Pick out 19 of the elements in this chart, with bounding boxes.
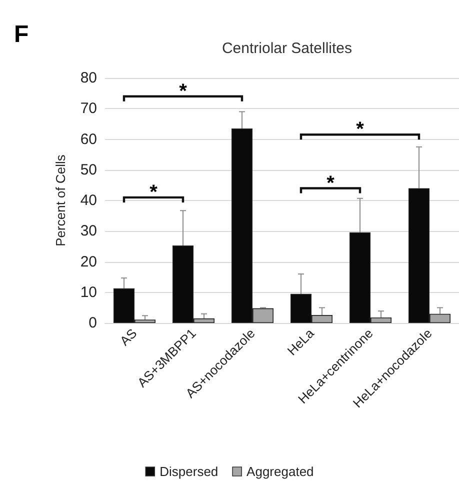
y-tick-label: 10 (80, 284, 97, 301)
y-axis-title: Percent of Cells (53, 154, 68, 246)
x-tick-label: AS (116, 325, 140, 349)
annotation: * (356, 118, 364, 141)
y-tick-label: 30 (80, 222, 97, 240)
y-tick-label: 0 (88, 314, 97, 332)
annotation: * (326, 172, 335, 194)
legend-label: Aggregated (246, 464, 314, 479)
annotation: * (179, 80, 188, 102)
y-tick-label: 80 (80, 70, 97, 86)
y-tick-label: 60 (80, 130, 97, 148)
chart-title: Centriolar Satellites (222, 40, 352, 57)
y-tick-label: 50 (80, 161, 97, 178)
y-tick-label: 20 (80, 253, 97, 270)
text: F (14, 21, 29, 48)
y-tick-label: 40 (80, 192, 97, 209)
legend-label: Dispersed (160, 464, 218, 479)
y-tick-label: 70 (80, 100, 97, 118)
annotation: * (150, 181, 158, 204)
